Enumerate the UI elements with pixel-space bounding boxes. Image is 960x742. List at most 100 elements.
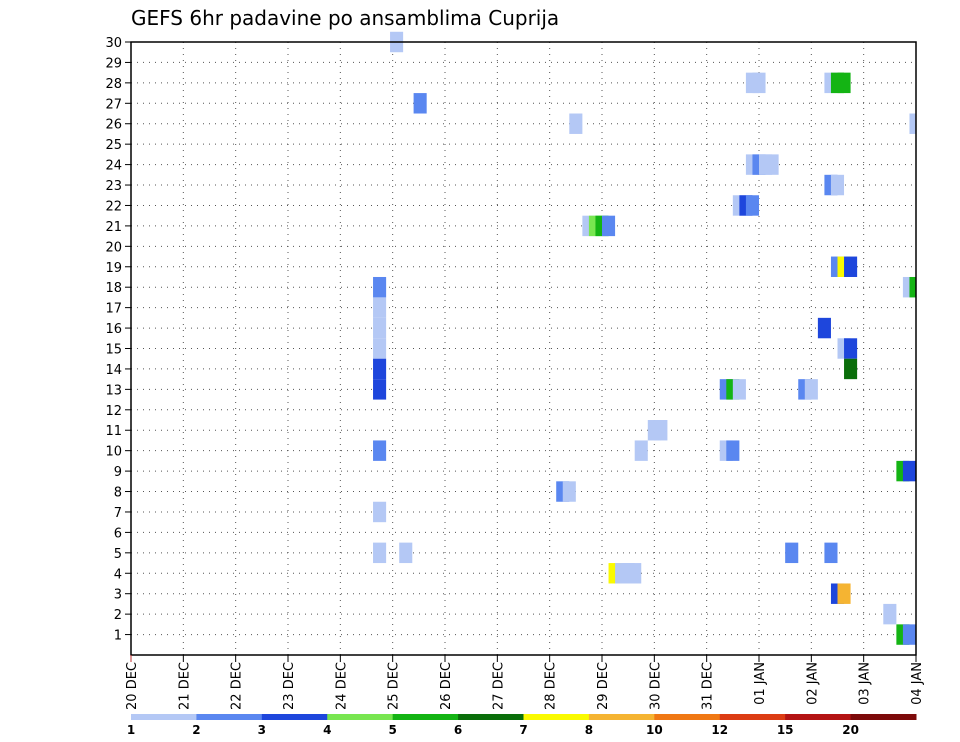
- colorbar-swatch: [261, 714, 328, 720]
- colorbar-swatch: [785, 714, 852, 720]
- y-tick-label: 16: [105, 322, 122, 337]
- x-tick-label: 30 DEC: [648, 662, 663, 710]
- colorbar-label: 2: [192, 723, 200, 737]
- y-tick-label: 29: [105, 56, 122, 71]
- heatmap-cell: [844, 338, 858, 359]
- heatmap-cell: [817, 317, 831, 339]
- y-tick-label: 20: [105, 240, 122, 255]
- y-tick-label: 2: [114, 608, 122, 623]
- heatmap-cell: [883, 603, 897, 625]
- y-tick-label: 4: [114, 567, 122, 582]
- heatmap-cell: [752, 72, 766, 94]
- y-tick-label: 17: [105, 302, 122, 317]
- y-axis: 1234567891011121314151617181920212223242…: [105, 36, 131, 644]
- heatmap-cell: [373, 338, 387, 359]
- heatmap-cell: [562, 481, 576, 502]
- heatmap-cell: [373, 542, 387, 564]
- x-tick-label: 27 DEC: [491, 662, 506, 710]
- y-tick-label: 8: [114, 486, 122, 501]
- y-tick-label: 27: [105, 97, 122, 112]
- heatmap-cell: [413, 93, 427, 114]
- y-tick-label: 11: [105, 424, 122, 439]
- heatmap-cell: [785, 542, 799, 564]
- y-tick-label: 3: [114, 588, 122, 603]
- x-tick-label: 21 DEC: [177, 662, 192, 710]
- x-tick-label: 20 DEC: [125, 662, 140, 710]
- colorbar-swatch: [850, 714, 917, 720]
- heatmap-cell: [837, 72, 851, 94]
- colorbar-swatch: [392, 714, 459, 720]
- y-tick-label: 21: [105, 220, 122, 235]
- y-tick-label: 14: [105, 363, 122, 378]
- heatmap-cell: [373, 440, 387, 461]
- heatmap-cell: [745, 195, 759, 216]
- heatmap-cell: [830, 174, 845, 196]
- y-tick-label: 12: [105, 404, 122, 419]
- y-tick-label: 10: [105, 445, 122, 460]
- heatmap-cell: [373, 501, 387, 523]
- heatmap-cell: [628, 563, 642, 584]
- colorbar-swatch: [196, 714, 263, 720]
- heatmap-cell: [373, 276, 387, 298]
- colorbar-swatch: [654, 714, 721, 720]
- heatmap-cell: [726, 440, 740, 461]
- x-axis: 20 DEC 21 DEC 22 DEC 23 DEC 24 DEC 25 DEC 26 D…: [125, 655, 925, 710]
- y-tick-label: 1: [114, 629, 122, 644]
- heatmap-cell: [909, 113, 916, 134]
- x-tick-label: 31 DEC: [701, 662, 716, 710]
- heatmap-cell: [569, 113, 583, 134]
- heatmap-cell: [804, 379, 818, 400]
- y-tick-label: 30: [105, 36, 122, 51]
- heatmap-cell: [373, 358, 387, 380]
- y-tick-label: 13: [105, 383, 122, 398]
- heatmap-cell: [373, 297, 387, 318]
- y-tick-label: 7: [114, 506, 122, 521]
- x-tick-label: 03 JAN: [858, 662, 873, 705]
- x-tick-label: 23 DEC: [282, 662, 297, 710]
- colorbar-label: 15: [777, 723, 794, 737]
- heatmap-cell: [824, 542, 838, 564]
- heatmap-cell: [902, 460, 916, 482]
- colorbar-swatch: [523, 714, 590, 720]
- y-tick-label: 24: [105, 159, 122, 174]
- x-tick-label: 29 DEC: [596, 662, 611, 710]
- heatmap-cell: [837, 583, 851, 604]
- y-tick-label: 23: [105, 179, 122, 194]
- y-tick-label: 26: [105, 118, 122, 133]
- chart-title: GEFS 6hr padavine po ansamblima Cuprija: [131, 6, 560, 30]
- colorbar-swatch: [327, 714, 394, 720]
- x-tick-label: 02 JAN: [805, 662, 820, 705]
- y-tick-label: 19: [105, 261, 122, 276]
- colorbar: 1 2 3 4 5 6 7 8 10 12 15 20: [127, 714, 917, 737]
- y-tick-label: 15: [105, 343, 122, 358]
- colorbar-label: 8: [585, 723, 593, 737]
- heatmap-cell: [902, 624, 916, 645]
- heatmap-cell: [602, 215, 616, 237]
- colorbar-label: 4: [323, 723, 331, 737]
- colorbar-swatch: [588, 714, 655, 720]
- y-tick-label: 9: [114, 465, 122, 480]
- y-tick-label: 25: [105, 138, 122, 153]
- heatmap-cell: [844, 256, 858, 277]
- grid-lines: [131, 42, 916, 655]
- x-tick-label: 25 DEC: [387, 662, 402, 710]
- y-tick-label: 22: [105, 199, 122, 214]
- y-tick-label: 28: [105, 77, 122, 92]
- y-tick-label: 5: [114, 547, 122, 562]
- colorbar-label: 12: [711, 723, 728, 737]
- colorbar-label: 3: [258, 723, 266, 737]
- x-tick-label: 22 DEC: [230, 662, 245, 710]
- colorbar-swatch: [719, 714, 786, 720]
- colorbar-label: 20: [842, 723, 859, 737]
- colorbar-label: 5: [388, 723, 396, 737]
- heatmap-cell: [373, 317, 387, 339]
- heatmap-cell: [844, 358, 858, 380]
- heatmap-cell: [399, 542, 413, 564]
- x-tick-label: 04 JAN: [910, 662, 925, 705]
- heatmap-cells: [373, 31, 916, 645]
- heatmap-cell: [634, 440, 648, 461]
- colorbar-label: 10: [646, 723, 663, 737]
- x-tick-label: 26 DEC: [439, 662, 454, 710]
- x-tick-label: 28 DEC: [544, 662, 559, 710]
